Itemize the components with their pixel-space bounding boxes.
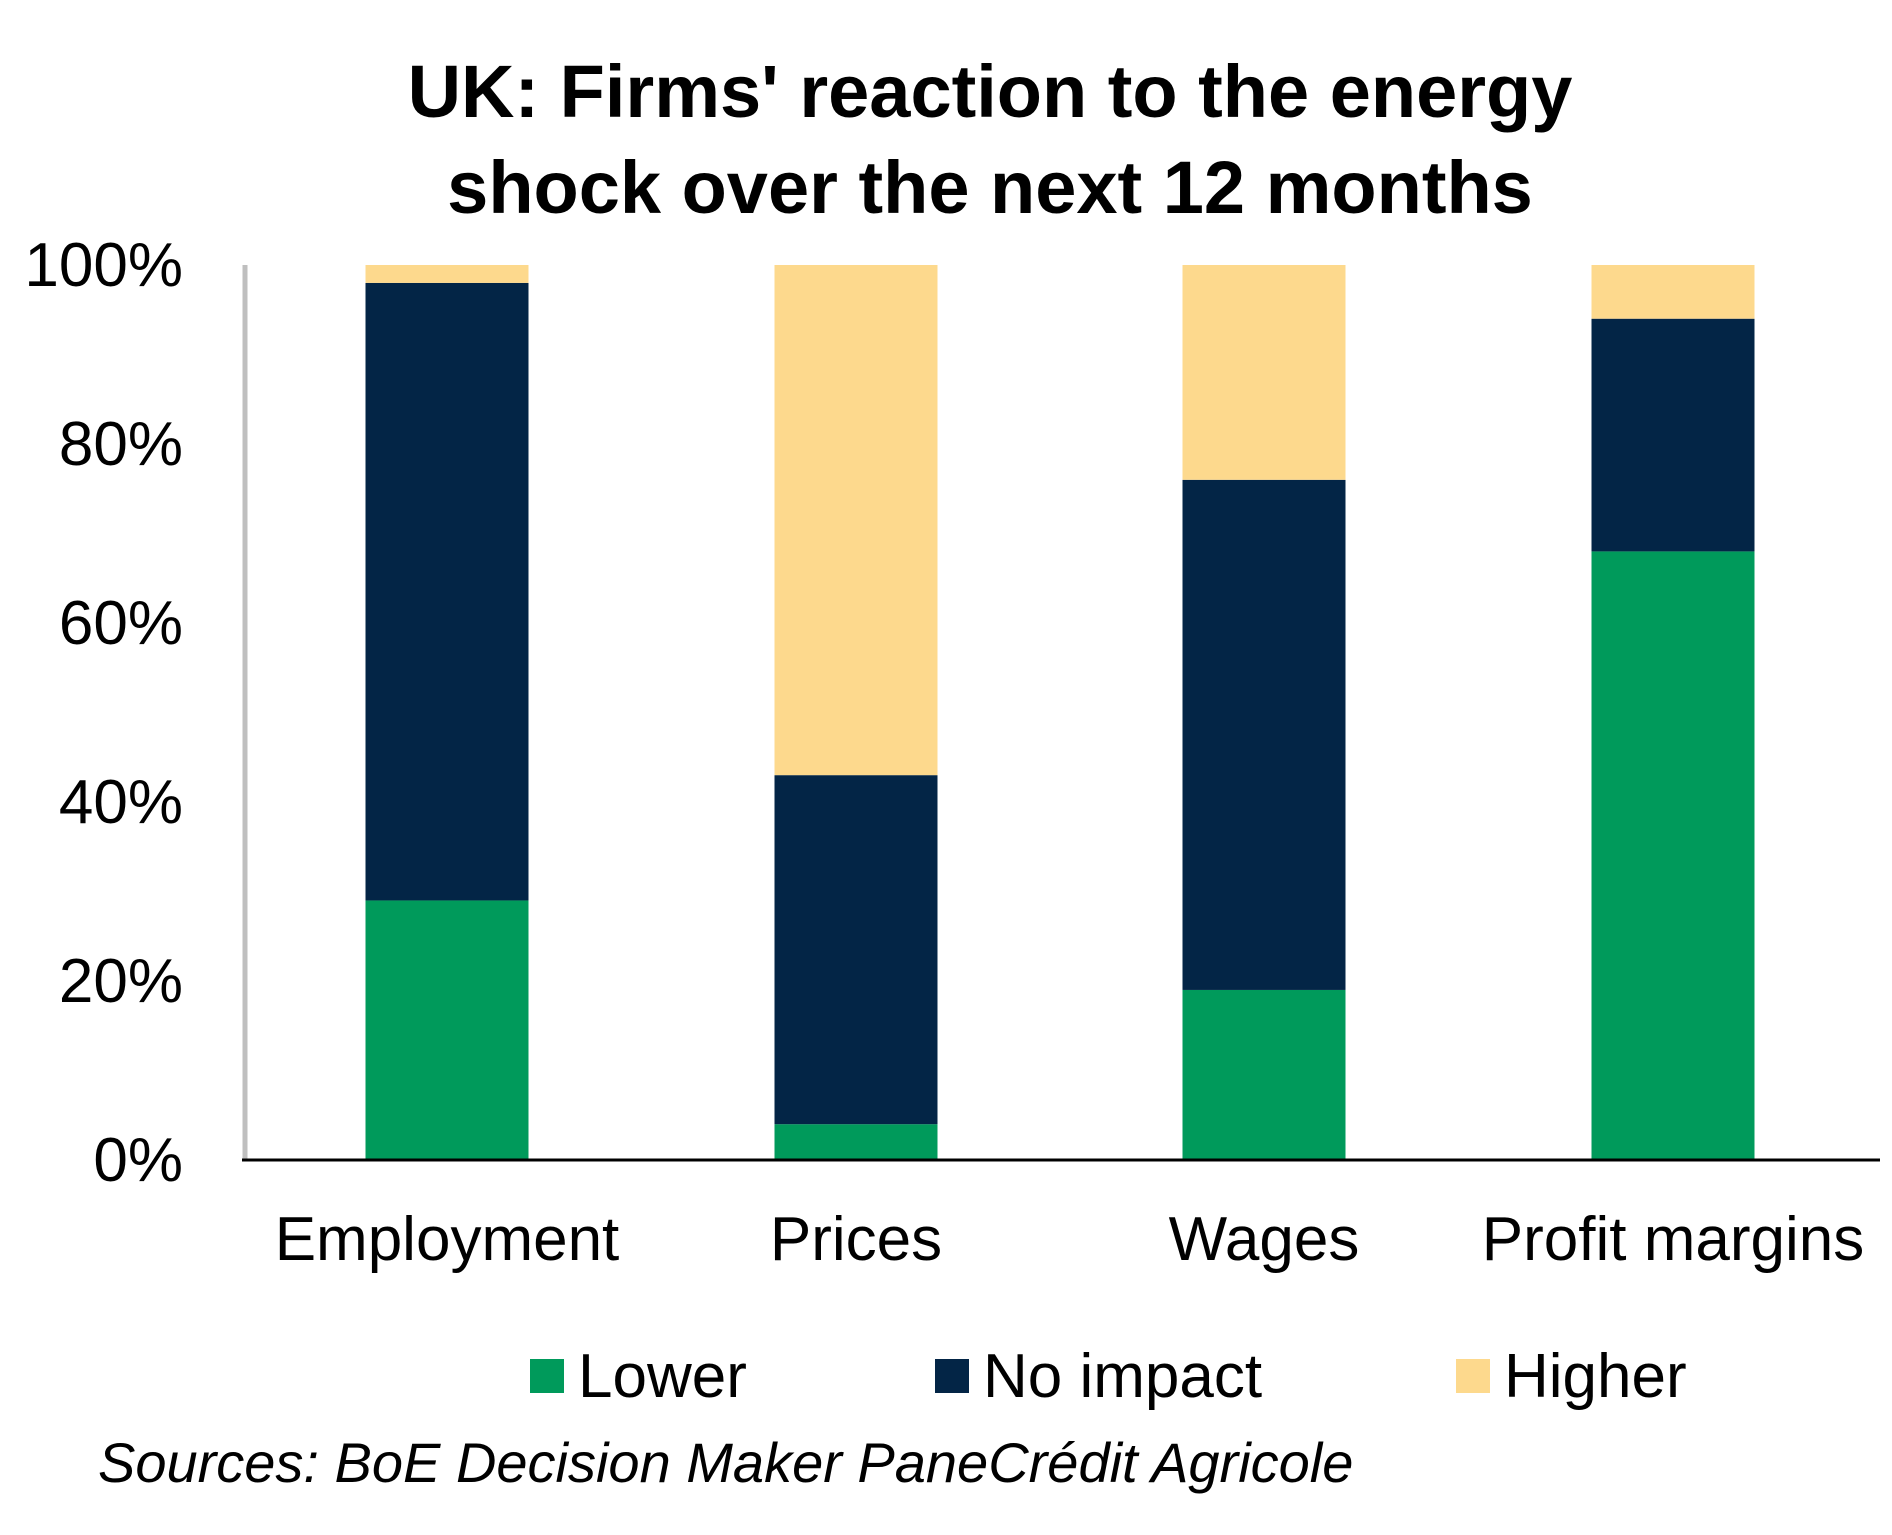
legend-label: No impact [983, 1341, 1263, 1411]
y-tick-label: 60% [59, 589, 183, 658]
bar-employment-lower [365, 900, 529, 1160]
source-note: Sources: BoE Decision Maker PaneCrédit A… [98, 1431, 1354, 1494]
bars-layer [365, 265, 1755, 1160]
y-tick-labels: 0% 20% 40% 60% 80% 100% [24, 231, 183, 1195]
stacked-bar-chart: 0% 20% 40% 60% 80% 100% Employment Prices Wages… [24, 231, 1880, 1274]
bar-prices-lower [774, 1124, 938, 1160]
chart-title-line-1: UK: Firms' reaction to the energy [407, 50, 1573, 133]
bar-profit-margins-lower [1591, 551, 1755, 1160]
y-tick-label: 0% [93, 1126, 183, 1195]
x-tick-labels: Employment Prices Wages Profit margins [275, 1205, 1865, 1274]
chart-title-line-2: shock over the next 12 months [447, 146, 1533, 229]
chart-title: UK: Firms' reaction to the energy shock … [0, 44, 1892, 236]
legend-swatch [935, 1359, 969, 1393]
axis-layer [242, 265, 1880, 1162]
x-tick-label: Employment [275, 1205, 620, 1274]
bar-wages-higher [1182, 265, 1346, 480]
bar-wages-no-impact [1182, 479, 1346, 990]
y-tick-label: 100% [24, 231, 183, 300]
x-tick-label: Profit margins [1482, 1205, 1864, 1274]
bar-prices-no-impact [774, 775, 938, 1125]
x-tick-label: Wages [1169, 1205, 1360, 1274]
y-tick-label: 40% [59, 768, 183, 837]
legend: Lower No impact Higher [0, 1336, 1892, 1416]
bar-profit-margins-higher [1591, 265, 1755, 319]
bar-employment-no-impact [365, 282, 529, 901]
legend-label: Lower [578, 1341, 747, 1411]
legend-item: No impact [935, 1336, 1262, 1416]
y-tick-label: 20% [59, 947, 183, 1016]
bar-prices-higher [774, 265, 938, 776]
legend-label: Higher [1504, 1341, 1687, 1411]
legend-swatch [530, 1359, 564, 1393]
bar-wages-lower [1182, 989, 1346, 1160]
y-tick-label: 80% [59, 410, 183, 479]
x-tick-label: Prices [770, 1205, 942, 1274]
legend-swatch [1456, 1359, 1490, 1393]
legend-item: Lower [530, 1336, 747, 1416]
bar-employment-higher [365, 265, 529, 283]
legend-item: Higher [1456, 1336, 1687, 1416]
bar-profit-margins-no-impact [1591, 318, 1755, 552]
